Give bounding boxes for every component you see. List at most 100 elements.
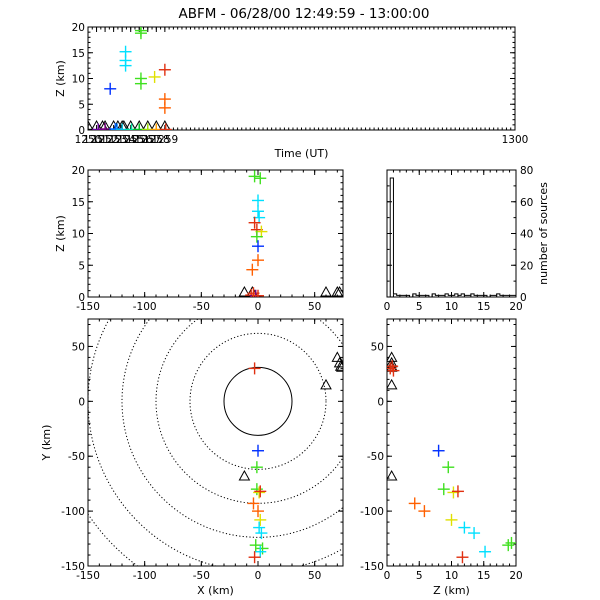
station-marker: [333, 285, 343, 297]
x-tick-label: -50: [193, 301, 210, 313]
x-tick-label: -100: [133, 570, 157, 582]
x-tick-label: 1258: [143, 134, 170, 146]
y-axis-label: Z (km): [54, 60, 67, 97]
y-tick-label: 60: [520, 197, 533, 209]
range-ring: [189, 332, 327, 470]
x-tick-label: 5: [416, 570, 423, 582]
station-marker: [334, 360, 343, 371]
data-point: [445, 513, 458, 526]
station-marker: [133, 119, 145, 130]
x-tick-label: 1250: [75, 134, 102, 146]
x-tick-label: 10: [445, 570, 458, 582]
station-marker: [238, 285, 251, 297]
data-point: [119, 59, 132, 72]
data-point: [159, 123, 172, 130]
panel-time-height: 1250125112521253125412551256125712581259…: [54, 22, 528, 160]
data-point: [248, 170, 261, 183]
station-marker: [336, 361, 343, 372]
y-tick-label: -50: [367, 451, 384, 463]
station-marker: [99, 119, 111, 130]
y-tick-label: -50: [68, 451, 85, 463]
station-marker: [142, 119, 154, 130]
panel-z-y: 0 5 10 15 20 -150 -100 -50 0 50 Z (km): [360, 318, 523, 597]
data-point: [252, 194, 264, 207]
x-tick-label: 1254: [109, 134, 136, 146]
data-layer: [88, 27, 172, 130]
data-layer: [238, 170, 343, 297]
y-tick-label: 20: [520, 260, 533, 272]
x-tick-label: -150: [76, 301, 100, 313]
data-point: [252, 205, 264, 218]
x-tick-label: 0: [384, 301, 391, 313]
data-point: [252, 505, 264, 518]
data-point: [502, 539, 515, 552]
x-tick-label: 0: [255, 301, 262, 313]
y-tick-label: 15: [72, 197, 85, 209]
x-tick-label: 15: [477, 570, 490, 582]
x-tick-label: -150: [76, 570, 100, 582]
station-marker: [116, 119, 128, 130]
station-marker: [108, 119, 120, 130]
x-tick-label: 1251: [83, 134, 110, 146]
x-tick-label: 10: [445, 301, 458, 313]
y-tick-label: 0: [520, 292, 527, 304]
data-point: [248, 362, 261, 375]
y-tick-label: 5: [78, 260, 85, 272]
y-tick-label: 15: [72, 48, 85, 60]
x-tick-label: 15: [477, 301, 490, 313]
x-tick-label: 20: [509, 570, 522, 582]
data-point: [442, 461, 455, 474]
data-point: [458, 521, 471, 534]
x-tick-label: 1256: [126, 134, 153, 146]
y-tick-label: 10: [72, 229, 85, 241]
data-point: [249, 539, 262, 552]
data-point: [254, 545, 267, 558]
y-tick-label: 20: [72, 22, 85, 34]
data-point: [255, 527, 268, 540]
y-tick-label: 0: [78, 125, 85, 137]
x-tick-label: 50: [308, 570, 321, 582]
y-tick-label: -100: [61, 506, 85, 518]
station-marker: [320, 378, 332, 390]
y-tick-label: 0: [78, 396, 85, 408]
station-marker: [159, 119, 171, 130]
data-point: [252, 240, 264, 253]
data-point: [468, 527, 481, 540]
data-point: [252, 444, 264, 457]
data-point: [250, 230, 263, 243]
data-point: [254, 513, 267, 526]
station-marker: [387, 378, 398, 390]
x-tick-label: 1255: [117, 134, 144, 146]
y-tick-label: -100: [360, 506, 384, 518]
station-marker: [387, 469, 398, 481]
y-tick-label: 80: [520, 165, 533, 177]
y-tick-label: 50: [72, 341, 85, 353]
data-point: [254, 172, 267, 185]
x-tick-label: -100: [133, 301, 157, 313]
y-tick-label: -150: [61, 561, 85, 573]
x-tick-label: 1252: [92, 134, 119, 146]
x-tick-label: 1253: [100, 134, 127, 146]
data-point: [252, 254, 264, 267]
station-marker: [238, 469, 251, 481]
y-axis-label: number of sources: [537, 182, 550, 285]
data-point: [247, 497, 260, 510]
station-marker: [90, 119, 103, 130]
data-point: [104, 82, 117, 95]
y-tick-label: 0: [78, 292, 85, 304]
x-tick-label: 1259: [151, 134, 178, 146]
range-ring: [223, 366, 293, 436]
data-point: [246, 263, 259, 276]
data-point: [387, 362, 397, 375]
x-tick-label: 1300: [502, 134, 529, 146]
x-axis-label: Time (UT): [274, 147, 329, 160]
station-marker: [125, 119, 137, 130]
x-tick-label: 50: [308, 301, 321, 313]
data-point: [253, 521, 266, 534]
histogram-outline: [387, 177, 517, 298]
data-point: [387, 364, 400, 377]
x-tick-label: 0: [384, 570, 391, 582]
data-point: [418, 505, 431, 518]
